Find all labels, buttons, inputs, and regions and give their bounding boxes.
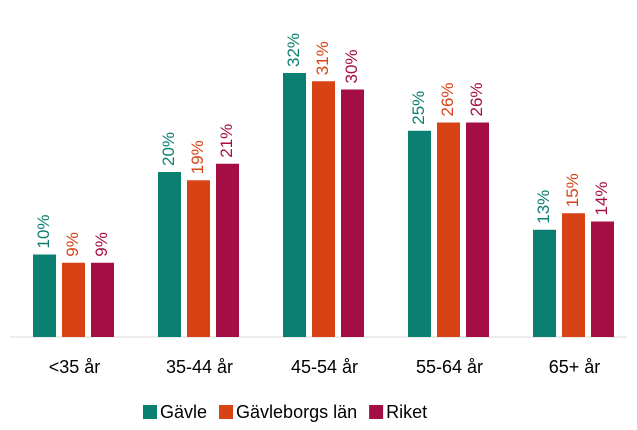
bar bbox=[187, 180, 210, 337]
value-label: 26% bbox=[467, 82, 486, 116]
value-label: 31% bbox=[313, 41, 332, 75]
x-tick-label: <35 år bbox=[49, 357, 101, 377]
value-label: 26% bbox=[438, 82, 457, 116]
value-label: 9% bbox=[92, 232, 111, 257]
legend-swatch bbox=[369, 405, 384, 419]
value-label: 30% bbox=[342, 49, 361, 83]
bar bbox=[62, 262, 85, 337]
x-tick-label: 65+ år bbox=[549, 357, 601, 377]
x-tick-label: 35-44 år bbox=[166, 357, 233, 377]
bar bbox=[283, 73, 306, 337]
bar bbox=[562, 213, 585, 337]
bar bbox=[533, 229, 556, 337]
value-label: 19% bbox=[188, 140, 207, 174]
value-label: 13% bbox=[534, 190, 553, 224]
bar bbox=[91, 262, 114, 337]
legend-label: Riket bbox=[386, 402, 427, 422]
legend-swatch bbox=[143, 405, 157, 419]
value-label: 9% bbox=[63, 232, 82, 257]
value-label: 25% bbox=[409, 91, 428, 125]
legend-label: Gävleborgs län bbox=[236, 402, 357, 422]
bar bbox=[33, 254, 56, 337]
value-label: 14% bbox=[592, 181, 611, 215]
bar bbox=[408, 130, 431, 337]
x-tick-label: 55-64 år bbox=[416, 357, 483, 377]
legend-label: Gävle bbox=[160, 402, 207, 422]
x-tick-label: 45-54 år bbox=[291, 357, 358, 377]
value-label: 10% bbox=[34, 214, 53, 248]
legend-swatch bbox=[219, 405, 234, 419]
bar bbox=[216, 163, 239, 337]
value-label: 20% bbox=[159, 132, 178, 166]
value-label: 32% bbox=[284, 33, 303, 67]
bar bbox=[312, 81, 335, 337]
bar bbox=[466, 122, 489, 337]
bar bbox=[341, 89, 364, 337]
value-label: 21% bbox=[217, 124, 236, 158]
bar bbox=[591, 221, 614, 337]
value-label: 15% bbox=[563, 173, 582, 207]
bar bbox=[158, 172, 181, 337]
bar bbox=[437, 122, 460, 337]
